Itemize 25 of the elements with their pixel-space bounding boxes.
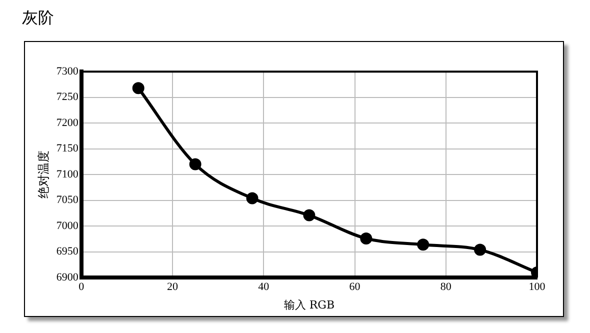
x-tick-label: 20	[167, 281, 179, 294]
x-tick-label: 80	[440, 281, 452, 294]
point	[303, 209, 316, 222]
y-tick-label: 7200	[56, 116, 79, 129]
point	[417, 238, 430, 251]
point	[246, 192, 258, 204]
point	[189, 158, 202, 170]
y-tick-label: 6950	[56, 246, 79, 258]
x-tick-label: 0	[78, 281, 85, 294]
point	[360, 232, 372, 244]
point	[474, 244, 486, 256]
y-tick-label: 6900	[56, 271, 79, 284]
x-axis-title: 输入 RGB	[284, 298, 335, 312]
x-tick-label: 60	[349, 281, 361, 294]
y-tick-label: 7000	[56, 220, 79, 232]
point	[132, 82, 144, 94]
y-tick-label: 7050	[56, 194, 79, 206]
x-tick-label: 100	[528, 281, 546, 294]
x-tick-label: 40	[258, 281, 270, 294]
y-axis-title: 绝对温度	[36, 150, 50, 199]
chart-title: 灰阶	[22, 8, 55, 29]
y-tick-label: 7250	[56, 91, 79, 104]
y-tick-label: 7150	[56, 142, 79, 155]
y-tick-label: 7300	[56, 65, 79, 78]
y-tick-label: 7100	[56, 168, 79, 180]
